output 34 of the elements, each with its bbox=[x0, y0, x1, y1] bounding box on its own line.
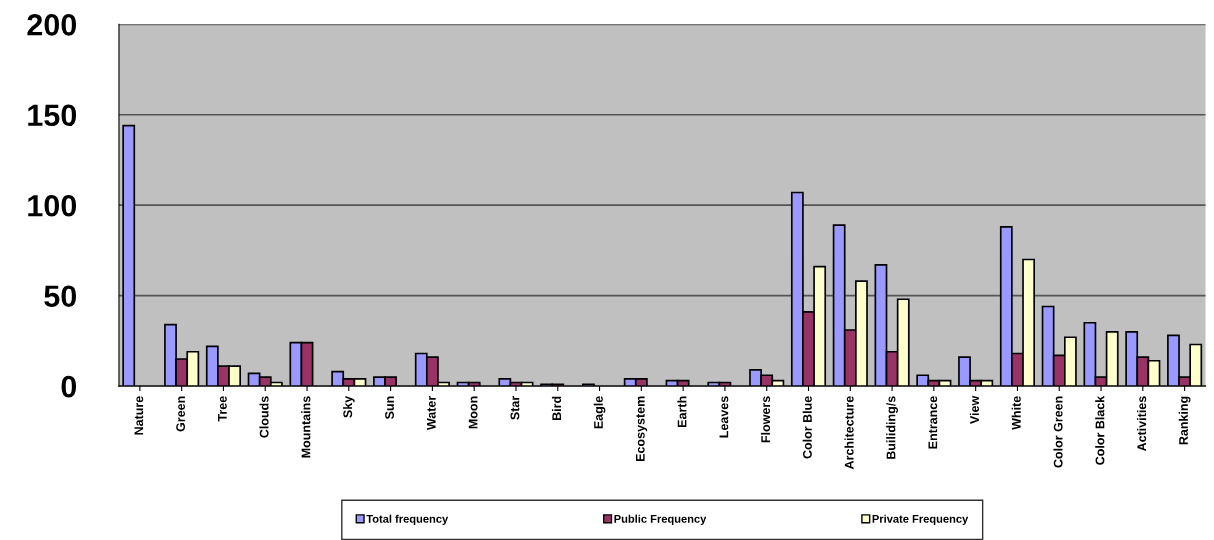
x-tick-label: Clouds bbox=[259, 396, 269, 438]
x-tick-label: Sky bbox=[342, 395, 355, 418]
x-tick-label: Eagle bbox=[593, 396, 606, 429]
x-tick-label: Activities bbox=[1136, 396, 1147, 452]
x-tick-label: Star bbox=[510, 396, 520, 420]
x-tick-label: Builiding/s bbox=[886, 396, 898, 459]
x-tick-label: Tree bbox=[218, 396, 227, 422]
x-tick-label: Water bbox=[427, 396, 436, 431]
x-tick-label: Color Green bbox=[1053, 396, 1063, 468]
x-tick-label: Mountains bbox=[301, 396, 311, 458]
y-tick-label: 150 bbox=[28, 104, 77, 127]
x-tick-label: Moon bbox=[468, 396, 478, 429]
x-tick-label: Bird bbox=[551, 396, 562, 420]
legend-label: Total frequency bbox=[366, 514, 449, 525]
x-tick-label: Architecture bbox=[844, 396, 854, 470]
x-tick-label: Color Black bbox=[1095, 395, 1105, 465]
x-tick-label: View bbox=[969, 395, 980, 424]
x-tick-label: Nature bbox=[134, 396, 144, 435]
x-tick-label: White bbox=[1011, 396, 1021, 430]
y-tick-label: 50 bbox=[44, 285, 77, 308]
x-tick-label: Ranking bbox=[1178, 396, 1191, 445]
x-tick-label: Sun bbox=[385, 396, 394, 420]
x-tick-label: Flowers bbox=[760, 396, 771, 443]
y-tick-label: 200 bbox=[27, 14, 77, 36]
legend-label: Public Frequency bbox=[614, 514, 707, 525]
x-tick-label: Color Blue bbox=[802, 396, 812, 459]
x-tick-label: Leaves bbox=[719, 396, 729, 438]
y-tick-label: 100 bbox=[28, 194, 77, 217]
x-tick-label: Ecosystem bbox=[635, 396, 648, 461]
x-tick-label: Earth bbox=[677, 396, 687, 427]
y-tick-label: 0 bbox=[61, 375, 77, 398]
legend-label: Private Frequency bbox=[872, 514, 969, 525]
x-tick-label: Green bbox=[176, 396, 186, 432]
x-tick-label: Entrance bbox=[928, 396, 938, 449]
